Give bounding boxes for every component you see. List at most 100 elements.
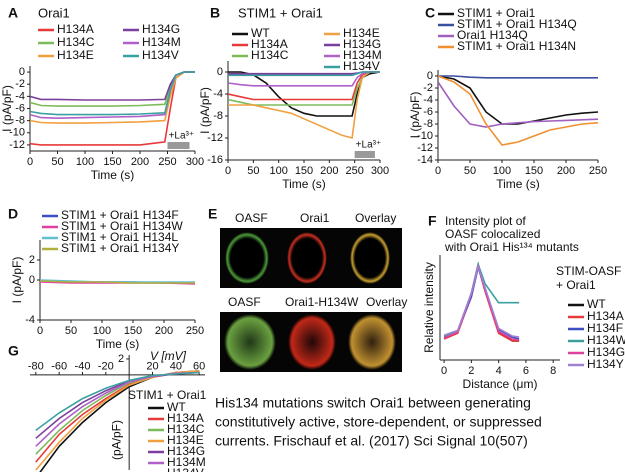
panel-label: A — [8, 5, 18, 21]
y-tick-label: -14 — [417, 154, 433, 166]
x-tick-label: 50 — [464, 165, 476, 177]
x-tick-label: -20 — [98, 361, 114, 373]
x-tick-label: -40 — [75, 361, 91, 373]
legend-label: H134G — [167, 444, 205, 458]
x-tick-label: 250 — [589, 165, 607, 177]
x-tick-label: 200 — [131, 156, 149, 168]
x-tick-label: 4 — [496, 365, 502, 377]
x-tick-label: 8 — [550, 365, 556, 377]
x-tick-label: 40 — [170, 361, 182, 373]
panel: B STIM1 + Orai1 0 50 100 150 200 250 300 0 -4 -8 -12… — [198, 5, 389, 191]
x-tick-label: 150 — [103, 156, 121, 168]
y-tick-label: 2 — [118, 353, 124, 365]
legend-label: H134C — [57, 35, 95, 49]
legend-label: H134Y — [587, 357, 624, 371]
x-tick-label: 150 — [525, 165, 543, 177]
legend-label: H134A — [167, 411, 204, 425]
series-line — [438, 75, 598, 146]
y-axis-label: (pA/pF) — [109, 420, 123, 460]
legend-label: H134A — [251, 37, 288, 51]
y-tick-label: -10 — [417, 130, 433, 142]
legend-label: H134C — [251, 48, 289, 62]
legend-label: H134G — [343, 37, 381, 51]
legend-label: WT — [587, 297, 606, 311]
x-tick-label: 250 — [345, 165, 363, 177]
legend-label: STIM1 + Orai1 H134W — [61, 219, 183, 233]
annotation: +La³⁺ — [169, 131, 195, 142]
x-tick-label: 100 — [76, 156, 94, 168]
x-tick-label: 300 — [371, 165, 389, 177]
x-tick-label: 50 — [247, 165, 259, 177]
plot-lines — [443, 261, 520, 342]
panel-label: B — [210, 5, 220, 21]
x-tick-label: 2 — [468, 365, 474, 377]
x-tick-label: 0 — [37, 325, 43, 337]
x-tick-label: -60 — [51, 361, 67, 373]
series-line — [438, 75, 598, 79]
la-bar — [354, 151, 375, 158]
panel-title: Orai1 — [38, 5, 70, 20]
caption-line: constitutively active, store-dependent, … — [215, 414, 542, 430]
legend-label: STIM1 + Orai1 H134L — [61, 230, 178, 244]
legend-label: H134M — [142, 35, 181, 49]
legend-label: H134M — [167, 455, 206, 469]
series-line — [228, 71, 380, 87]
plot-lines — [438, 75, 598, 146]
image-label: OASF — [228, 295, 261, 309]
legend-label: H134G — [142, 22, 180, 36]
series-line — [228, 71, 380, 140]
y-tick-label: 0 — [427, 70, 433, 82]
la-bar — [167, 142, 190, 149]
x-tick-label: 200 — [320, 165, 338, 177]
legend-label: H134G — [587, 345, 625, 359]
y-tick-label: -2 — [15, 78, 25, 90]
legend-title: STIM-OASF + Orai1 — [556, 264, 621, 292]
plot-lines — [30, 71, 195, 146]
micrograph — [350, 232, 390, 284]
x-axis-label: Distance (μm) — [463, 377, 538, 391]
x-tick-label: -80 — [28, 361, 44, 373]
series-line — [35, 371, 200, 432]
x-axis-label: Time (s) — [282, 177, 326, 191]
legend-label: H134V — [167, 466, 204, 472]
panel-e-images — [220, 228, 402, 372]
y-tick-label: 0 — [29, 274, 35, 286]
y-tick-label: -4 — [213, 88, 223, 100]
x-tick-label: 150 — [124, 325, 142, 337]
y-tick-label: 2 — [29, 254, 35, 266]
y-tick-label: -4 — [423, 94, 433, 106]
legend-label: STIM1 + Orai1 H134N — [457, 39, 576, 53]
panel-title: Intensity plot of OASF colocalized with Or… — [444, 214, 579, 254]
image-label: Overlay — [366, 295, 407, 309]
x-tick-label: 0 — [441, 365, 447, 377]
plot-lines — [35, 370, 200, 472]
y-tick-label: -6 — [423, 106, 433, 118]
panel-label: G — [8, 343, 19, 359]
y-tick-label: -12 — [417, 142, 433, 154]
micrograph — [224, 314, 276, 370]
series-line — [228, 71, 380, 101]
x-tick-label: 300 — [186, 156, 204, 168]
legend-title: STIM1 + Orai1 — [128, 388, 207, 402]
legend-label: STIM1 + Orai1 H134Y — [61, 241, 179, 255]
legend-label: H134V — [343, 59, 380, 73]
legend-label: H134F — [587, 321, 623, 335]
y-tick-label: -6 — [15, 102, 25, 114]
micrograph — [287, 232, 327, 284]
legend-label: Orai1 H134Q — [457, 28, 528, 42]
x-tick-label: 200 — [155, 325, 173, 337]
y-tick-label: -12 — [9, 139, 25, 151]
y-tick-label: -16 — [207, 154, 223, 166]
legend-label: H134V — [142, 48, 179, 62]
y-tick-label: -8 — [423, 118, 433, 130]
y-tick-label: -2 — [423, 82, 433, 94]
legend-label: WT — [167, 400, 186, 414]
x-tick-label: 50 — [51, 156, 63, 168]
y-tick-label: 0 — [19, 66, 25, 78]
y-tick-label: -10 — [9, 127, 25, 139]
series-line — [438, 81, 598, 128]
y-tick-label: -4 — [25, 314, 35, 326]
y-tick-label: -4 — [15, 90, 25, 102]
